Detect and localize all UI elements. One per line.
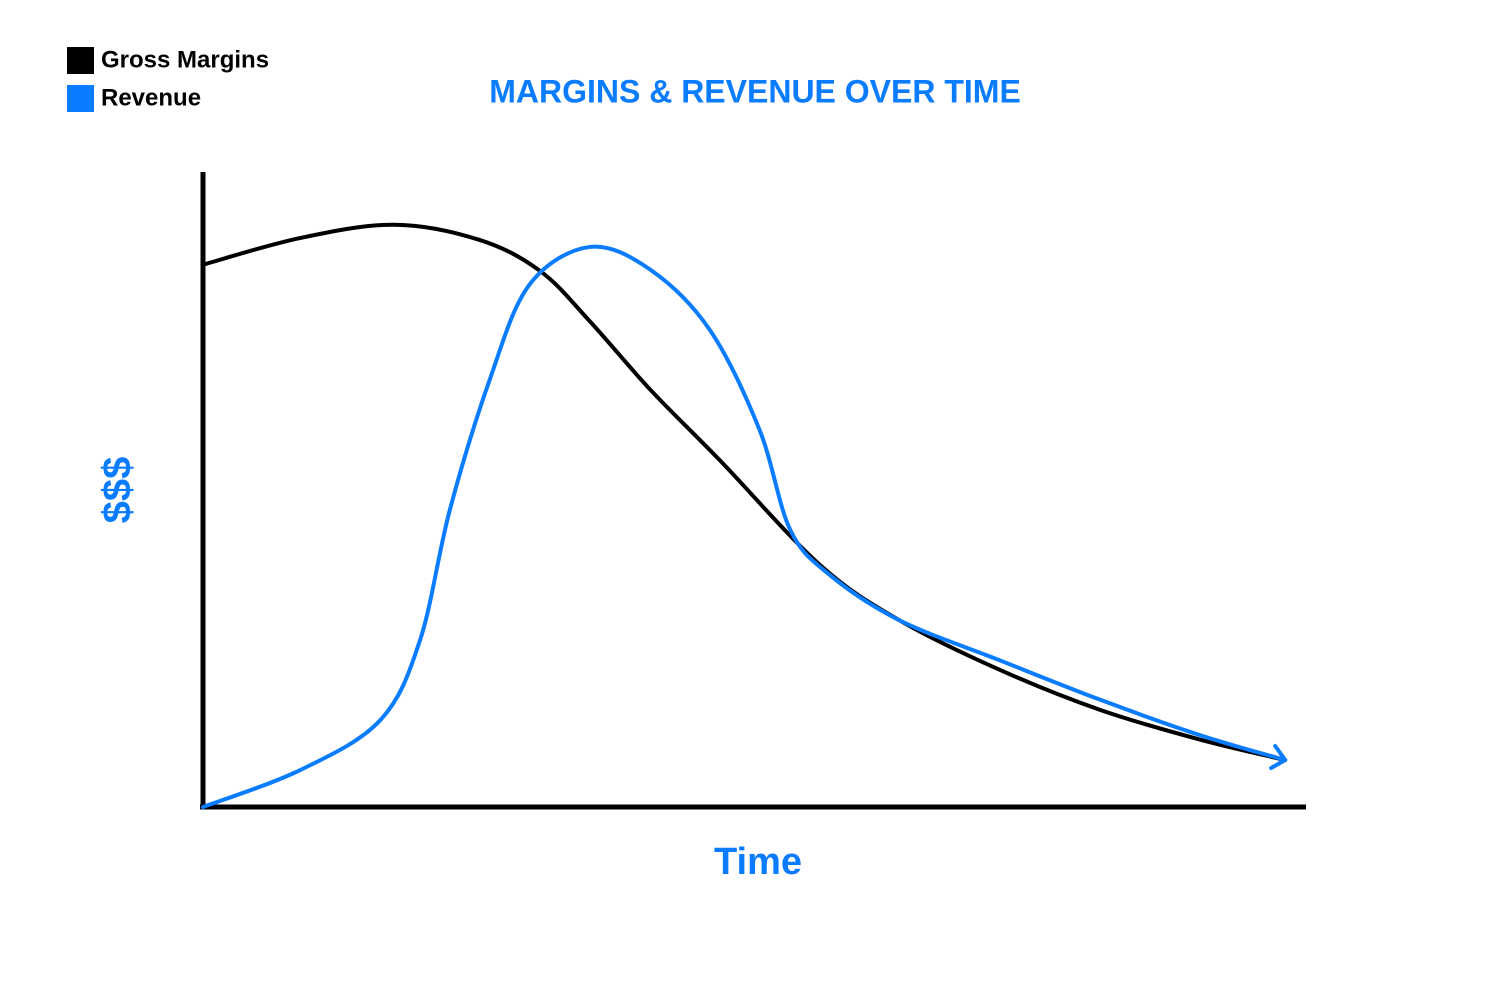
legend-label: Gross Margins: [101, 46, 269, 73]
arrowhead: [1269, 744, 1288, 771]
x-axis-label: Time: [714, 841, 802, 883]
y-axis-label: $$$: [96, 457, 140, 524]
chart-title: MARGINS & REVENUE OVER TIME: [489, 73, 1021, 109]
legend-label: Revenue: [101, 84, 201, 111]
legend-swatch: [67, 85, 94, 112]
line-series: [201, 222, 1288, 763]
legend-swatch: [67, 47, 94, 74]
line-series: [201, 244, 1288, 809]
